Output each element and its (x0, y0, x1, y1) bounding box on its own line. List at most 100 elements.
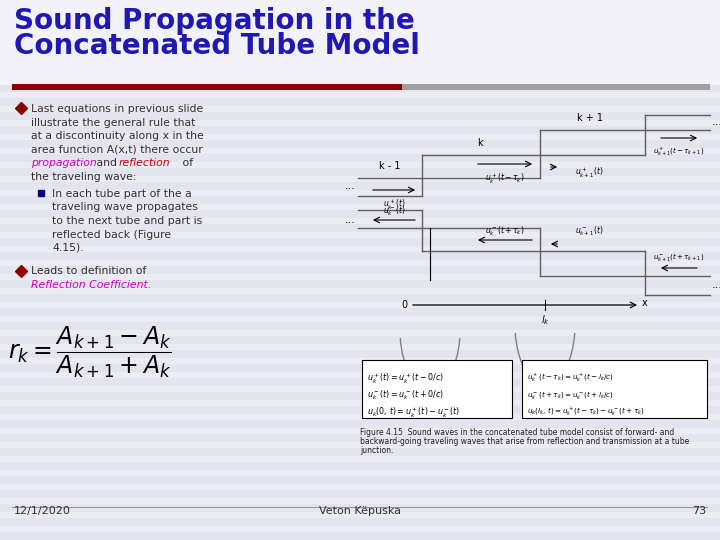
Bar (0, 246, 720, 252)
Text: 0: 0 (402, 300, 408, 310)
Text: Concatenated Tube Model: Concatenated Tube Model (14, 32, 420, 60)
Bar (0, 78, 720, 84)
Bar (0, 428, 720, 434)
Bar (0, 442, 720, 448)
Text: $u_k(l_k,\,t) = u_k^+(t-\tau_k) - u_k^-(t+\tau_k)$: $u_k(l_k,\,t) = u_k^+(t-\tau_k) - u_k^-(… (527, 406, 645, 418)
Bar (0, 84, 720, 92)
Text: ...: ... (712, 280, 720, 290)
Text: 12/1/2020: 12/1/2020 (14, 506, 71, 516)
Text: $u_{k+1}^+(t)$: $u_{k+1}^+(t)$ (575, 166, 603, 180)
Bar (0, 50, 720, 56)
Bar (12, 84, 402, 90)
Bar (0, 56, 720, 64)
Bar (0, 456, 720, 462)
Bar (0, 512, 720, 518)
Bar (0, 532, 720, 540)
Text: junction.: junction. (360, 446, 393, 455)
Bar (0, 280, 720, 288)
Bar (0, 358, 720, 364)
Bar (0, 36, 720, 42)
Bar (0, 266, 720, 274)
Bar (0, 148, 720, 154)
Bar (0, 218, 720, 224)
Bar (0, 378, 720, 386)
Bar (0, 64, 720, 70)
Text: $u_k^-(t+\tau_k)$: $u_k^-(t+\tau_k)$ (485, 225, 525, 238)
Bar (0, 434, 720, 442)
Text: $u_k^+(t-\tau_k) = u_k^+(t - l_k/c)$: $u_k^+(t-\tau_k) = u_k^+(t - l_k/c)$ (527, 372, 614, 384)
Bar (0, 344, 720, 350)
Text: at a discontinuity along x in the: at a discontinuity along x in the (31, 131, 204, 141)
Bar (0, 92, 720, 98)
Text: k - 1: k - 1 (379, 161, 401, 171)
Bar (0, 490, 720, 498)
Bar (0, 288, 720, 294)
Text: to the next tube and part is: to the next tube and part is (52, 216, 202, 226)
Bar (0, 414, 720, 420)
Text: $u_{k+1}^-(t)$: $u_{k+1}^-(t)$ (575, 225, 603, 238)
Bar (0, 372, 720, 378)
Bar (0, 120, 720, 126)
Bar (0, 0, 720, 85)
Bar (0, 322, 720, 330)
Text: traveling wave propagates: traveling wave propagates (52, 202, 198, 213)
Bar (0, 308, 720, 316)
Bar (0, 154, 720, 162)
Bar (0, 484, 720, 490)
Bar (0, 448, 720, 456)
Bar (0, 302, 720, 308)
Bar (0, 190, 720, 196)
Text: area function A(x,t) there occur: area function A(x,t) there occur (31, 145, 203, 154)
Text: k: k (477, 138, 483, 148)
Bar (0, 316, 720, 322)
Bar (0, 400, 720, 406)
Text: $l_k$: $l_k$ (541, 313, 549, 327)
Bar (0, 196, 720, 204)
Text: Sound Propagation in the: Sound Propagation in the (14, 7, 415, 35)
Text: $u_k^+(t) = u_k^+(t - 0/c)$: $u_k^+(t) = u_k^+(t - 0/c)$ (367, 372, 444, 386)
Text: $u_{k+1}^+(t-\tau_{k+1})$: $u_{k+1}^+(t-\tau_{k+1})$ (653, 146, 705, 158)
Text: Leads to definition of: Leads to definition of (31, 267, 146, 276)
Text: illustrate the general rule that: illustrate the general rule that (31, 118, 195, 127)
Text: In each tube part of the a: In each tube part of the a (52, 189, 192, 199)
Bar (12, 507, 708, 508)
Bar (0, 28, 720, 36)
Bar (0, 350, 720, 358)
Text: Figure 4.15  Sound waves in the concatenated tube model consist of forward- and: Figure 4.15 Sound waves in the concatena… (360, 428, 674, 437)
Text: k + 1: k + 1 (577, 113, 603, 123)
Bar (0, 168, 720, 176)
Bar (0, 462, 720, 470)
Bar (0, 386, 720, 392)
Bar (0, 8, 720, 14)
Bar (0, 22, 720, 28)
Bar (0, 42, 720, 50)
Text: propagation: propagation (31, 158, 96, 168)
Bar (0, 406, 720, 414)
Text: Reflection Coefficient.: Reflection Coefficient. (31, 280, 151, 290)
Bar (0, 238, 720, 246)
Bar (0, 526, 720, 532)
Text: reflection: reflection (119, 158, 171, 168)
Bar (0, 0, 720, 8)
Text: $u_{k+1}^-(t+\tau_{k+1})$: $u_{k+1}^-(t+\tau_{k+1})$ (653, 251, 705, 263)
Bar (0, 106, 720, 112)
Bar (0, 70, 720, 78)
Text: reflected back (Figure: reflected back (Figure (52, 230, 171, 240)
Bar (0, 98, 720, 106)
Bar (0, 252, 720, 260)
Bar (0, 274, 720, 280)
Bar (0, 364, 720, 372)
Text: $u_k(0,\,t) = u_k^+(t) - u_k^-(t)$: $u_k(0,\,t) = u_k^+(t) - u_k^-(t)$ (367, 406, 460, 420)
Bar (0, 126, 720, 134)
Bar (0, 420, 720, 428)
Bar (0, 518, 720, 526)
Text: $u_k^-(t+\tau_k) = u_k^-(t + l_k/c)$: $u_k^-(t+\tau_k) = u_k^-(t + l_k/c)$ (527, 389, 614, 401)
Bar (0, 140, 720, 148)
Bar (0, 260, 720, 266)
Bar (0, 330, 720, 336)
Text: $u_k^-(t)$: $u_k^-(t)$ (383, 205, 405, 218)
Bar (0, 476, 720, 484)
Bar (0, 294, 720, 302)
Bar (0, 134, 720, 140)
Text: of: of (179, 158, 193, 168)
